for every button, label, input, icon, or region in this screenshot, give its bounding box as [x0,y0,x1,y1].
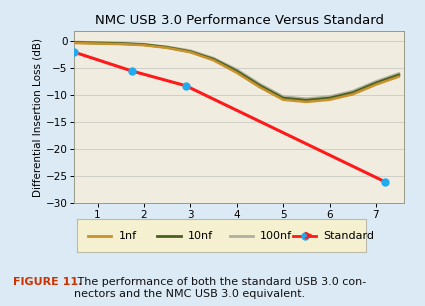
Text: 1nf: 1nf [119,231,136,241]
Text: 100nf: 100nf [260,231,292,241]
Text: 10nf: 10nf [188,231,213,241]
Y-axis label: Differential Insertion Loss (dB): Differential Insertion Loss (dB) [33,38,42,196]
Text: FIGURE 11.: FIGURE 11. [13,277,82,287]
Text: Standard: Standard [323,231,374,241]
Text: The performance of both the standard USB 3.0 con-
nectors and the NMC USB 3.0 eq: The performance of both the standard USB… [74,277,367,299]
Title: NMC USB 3.0 Performance Versus Standard: NMC USB 3.0 Performance Versus Standard [94,14,383,27]
X-axis label: Frequency (GHz): Frequency (GHz) [190,225,288,237]
